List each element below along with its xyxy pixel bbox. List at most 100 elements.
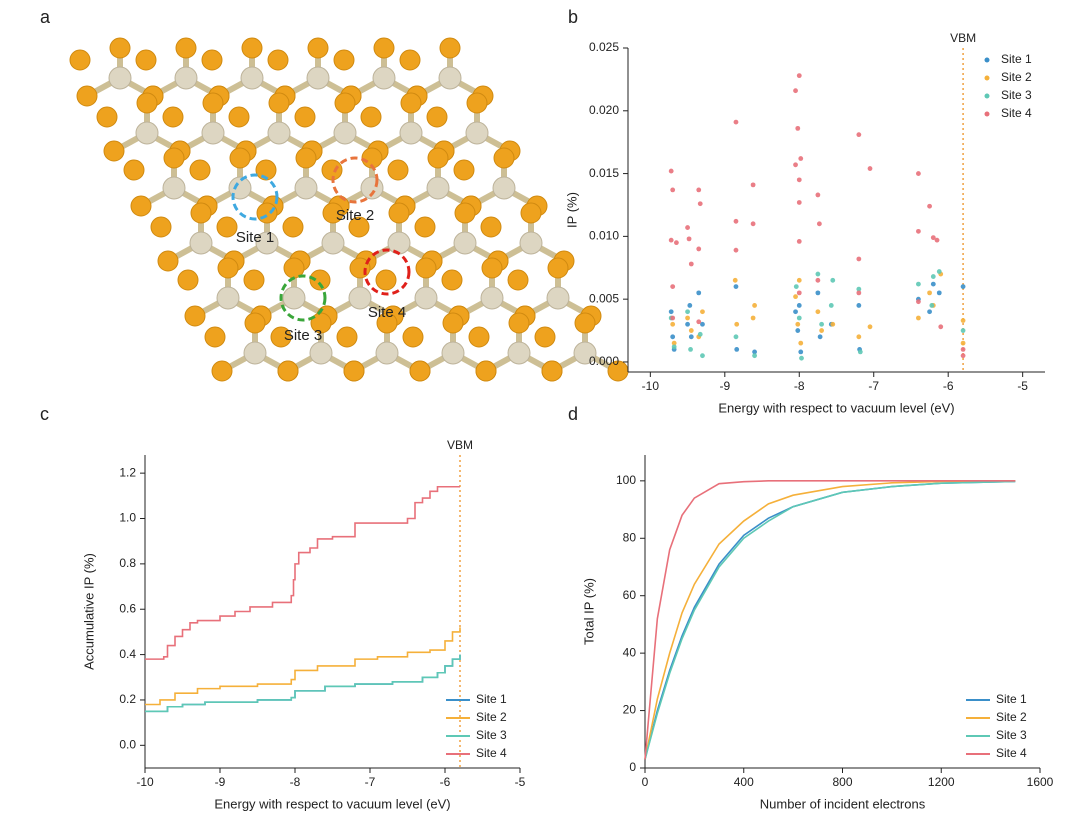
data-point — [927, 309, 932, 315]
legend-label: Site 1 — [996, 692, 1027, 706]
chalcogen-atom — [373, 37, 395, 59]
data-point — [668, 309, 674, 315]
data-point — [916, 299, 921, 305]
data-point — [688, 261, 694, 267]
chalcogen-atom — [201, 49, 223, 71]
data-point — [929, 303, 935, 308]
data-point — [795, 321, 801, 327]
data-point — [960, 284, 966, 290]
metal-atom — [240, 66, 264, 90]
data-point — [671, 344, 677, 350]
chalcogen-atom — [307, 37, 329, 59]
y-tick-label: 0.0 — [119, 737, 136, 751]
data-point — [960, 328, 966, 333]
metal-atom — [372, 66, 396, 90]
data-point — [793, 162, 798, 168]
data-point — [688, 328, 694, 333]
chalcogen-atom — [228, 106, 250, 128]
data-point — [734, 346, 740, 352]
series-line — [644, 480, 1016, 760]
chalcogen-atom — [414, 216, 436, 238]
x-tick-label: -8 — [290, 775, 301, 789]
chalcogen-atom — [454, 202, 476, 224]
series-line — [644, 480, 1016, 760]
y-tick-label: 0.020 — [589, 103, 619, 117]
chalcogen-atom — [493, 147, 515, 169]
metal-atom — [162, 176, 186, 200]
data-point — [930, 281, 936, 287]
chalcogen-atom — [256, 202, 278, 224]
x-tick-label: -10 — [642, 379, 660, 393]
data-point — [700, 353, 705, 359]
x-tick-label: 800 — [832, 775, 852, 789]
y-tick-label: 40 — [623, 645, 637, 659]
data-point — [960, 318, 966, 323]
data-point — [752, 349, 757, 355]
data-point — [685, 315, 690, 321]
x-tick-label: -5 — [1017, 379, 1028, 393]
chalcogen-atom — [426, 106, 448, 128]
series-line — [644, 480, 1016, 760]
data-point — [936, 269, 942, 274]
vbm-label: VBM — [950, 31, 976, 45]
chalcogen-atom — [217, 257, 239, 279]
chalcogen-atom — [376, 312, 398, 334]
metal-atom — [333, 121, 357, 145]
chalcogen-atom — [216, 216, 238, 238]
chalcogen-atom — [360, 106, 382, 128]
data-point — [796, 303, 802, 308]
chalcogen-atom — [508, 312, 530, 334]
y-axis-label: Accumulative IP (%) — [81, 553, 96, 670]
data-point — [670, 284, 676, 290]
data-point — [856, 290, 862, 296]
y-axis-label: IP (%) — [564, 192, 579, 228]
data-point — [733, 284, 739, 290]
chalcogen-atom — [255, 159, 277, 181]
metal-atom — [573, 341, 597, 365]
data-point — [793, 294, 798, 300]
data-point — [815, 192, 821, 198]
y-tick-label: 80 — [623, 530, 637, 544]
data-point — [867, 324, 873, 330]
series-line — [145, 654, 461, 713]
chalcogen-atom — [322, 202, 344, 224]
data-point — [732, 277, 738, 283]
data-point — [927, 203, 932, 209]
chalcogen-atom — [135, 49, 157, 71]
data-point — [938, 324, 944, 330]
data-point — [795, 125, 801, 131]
data-point — [668, 237, 674, 243]
chalcogen-atom — [267, 49, 289, 71]
chalcogen-atom — [282, 216, 304, 238]
data-point — [830, 277, 836, 283]
metal-atom — [216, 286, 240, 310]
metal-atom — [414, 286, 438, 310]
chalcogen-atom — [409, 360, 431, 382]
chalcogen-atom — [204, 326, 226, 348]
data-point — [733, 218, 739, 224]
metal-atom — [399, 121, 423, 145]
chalcogen-atom — [109, 37, 131, 59]
data-point — [687, 303, 693, 308]
data-point — [696, 290, 702, 296]
site-marker — [279, 274, 327, 322]
data-point — [960, 353, 966, 359]
data-point — [795, 328, 801, 333]
y-tick-label: 0.6 — [119, 601, 136, 615]
chalcogen-atom — [175, 37, 197, 59]
data-point — [856, 256, 862, 262]
metal-atom — [174, 66, 198, 90]
y-tick-label: 0.015 — [589, 166, 619, 180]
data-point — [798, 340, 804, 346]
chalcogen-atom — [387, 159, 409, 181]
y-tick-label: 0.000 — [589, 354, 619, 368]
x-tick-label: -9 — [215, 775, 226, 789]
chalcogen-atom — [574, 312, 596, 334]
chalcogen-atom — [475, 360, 497, 382]
chalcogen-atom — [336, 326, 358, 348]
chalcogen-atom — [453, 159, 475, 181]
data-point — [916, 315, 921, 321]
legend-marker — [984, 111, 990, 117]
chalcogen-atom — [442, 312, 464, 334]
